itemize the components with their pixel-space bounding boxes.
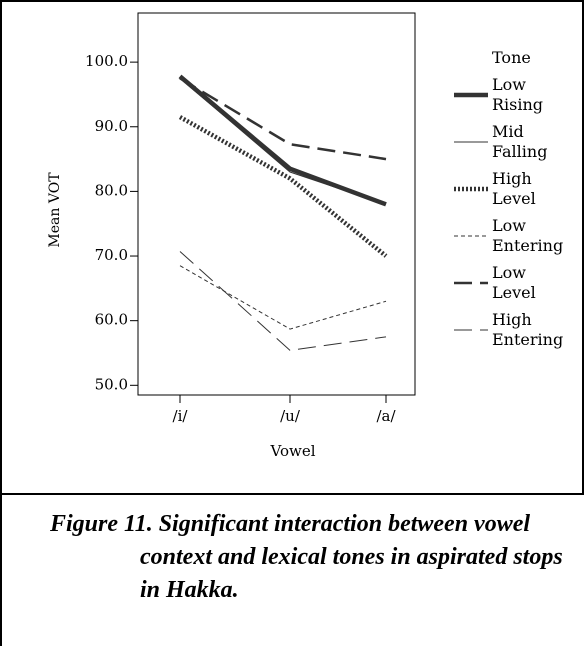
legend-entry: Mid Falling (452, 122, 582, 162)
x-tick-label: /u/ (280, 407, 301, 425)
chart-frame (0, 0, 584, 495)
y-tick-label: 50.0 (95, 375, 128, 393)
legend-entry: Low Rising (452, 75, 582, 115)
plot-area (137, 12, 416, 396)
legend-swatch (454, 186, 488, 192)
y-tick-label: 80.0 (95, 181, 128, 199)
series-line (179, 265, 387, 330)
legend-entry: High Level (452, 169, 582, 209)
y-tick-label: 60.0 (95, 311, 128, 329)
x-tick-label: /a/ (376, 407, 396, 425)
y-tick-label: 70.0 (95, 246, 128, 264)
legend-entry: High Entering (452, 310, 582, 350)
y-tick-label: 100.0 (85, 52, 128, 70)
legend-swatch (454, 235, 488, 237)
legend-entry: Low Entering (452, 216, 582, 256)
figure-caption: Figure 11. Significant interaction betwe… (50, 511, 563, 603)
legend-label: Mid Falling (492, 122, 548, 161)
legend-label: Low Rising (492, 75, 544, 114)
series-line (179, 77, 387, 161)
y-tick-label: 90.0 (95, 117, 128, 135)
x-tick-label: /i/ (173, 407, 189, 425)
series-line (179, 77, 387, 205)
legend-title: Tone (492, 48, 531, 67)
legend-entry: Low Level (452, 263, 582, 303)
series-line (178, 74, 387, 207)
legend-label: High Level (492, 169, 536, 208)
y-axis-label: Mean VOT (47, 172, 63, 248)
legend-swatch (454, 281, 488, 285)
legend-label: Low Level (492, 263, 536, 302)
series-line (179, 251, 387, 351)
x-axis-label: Vowel (270, 442, 316, 460)
legend-label: Low Entering (492, 216, 564, 255)
series-line (178, 115, 388, 258)
legend-label: High Entering (492, 310, 564, 349)
legend-swatch (454, 92, 488, 98)
legend-swatch (454, 329, 488, 331)
legend-swatch (454, 141, 488, 143)
